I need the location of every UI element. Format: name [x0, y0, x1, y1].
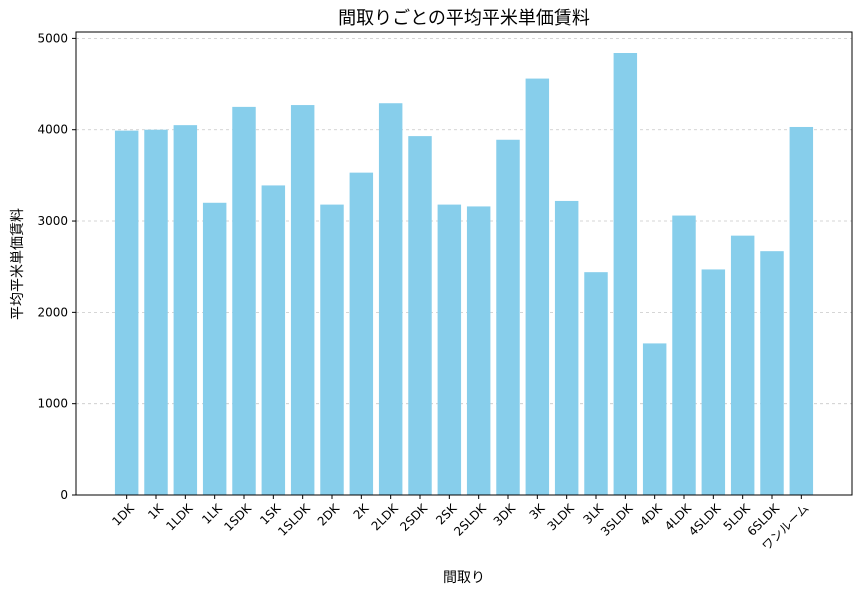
bar-1DK	[114, 130, 139, 496]
x-tick-label: 1SLDK	[275, 500, 313, 538]
y-tick-label: 0	[60, 488, 68, 502]
y-tick-label: 2000	[37, 305, 68, 319]
x-tick-label: 4SLDK	[686, 500, 724, 538]
x-tick-label: 1K	[145, 500, 167, 522]
y-tick-label: 5000	[37, 31, 68, 45]
x-tick-label: 2SDK	[397, 500, 431, 534]
bar-2LDK	[378, 103, 403, 495]
bar-3LDK	[554, 200, 579, 496]
y-tick-label: 4000	[37, 123, 68, 137]
bar-2SLDK	[466, 206, 491, 495]
bar-1LDK	[173, 125, 198, 496]
bar-2DK	[320, 204, 344, 495]
bar-4DK	[642, 343, 667, 495]
bar-2K	[349, 172, 374, 495]
bar-5LDK	[730, 235, 755, 495]
y-tick-label: 1000	[37, 397, 68, 411]
y-ticks: 0 1000 2000 3000 4000 5000	[37, 31, 76, 502]
bar-3K	[525, 78, 550, 495]
bar-3LK	[584, 272, 608, 495]
bar-ワンルーム	[789, 126, 814, 495]
x-tick-label: 3DK	[491, 500, 519, 528]
bar-3SLDK	[613, 53, 638, 496]
bar-2SDK	[408, 136, 432, 495]
x-tick-label: 2DK	[315, 500, 343, 528]
x-tick-label: 3K	[527, 500, 549, 522]
x-tick-label: 2LDK	[369, 500, 402, 533]
bar-2SK	[437, 204, 462, 495]
x-tick-label: 4DK	[637, 500, 665, 528]
y-axis-title: 平均平米単価賃料	[10, 208, 26, 320]
bar-1SDK	[232, 106, 256, 495]
x-tick-label: 1SDK	[221, 500, 255, 534]
bar-1K	[144, 129, 168, 496]
bar-1SLDK	[290, 105, 315, 496]
y-tick-label: 3000	[37, 214, 68, 228]
bar-1LK	[202, 202, 227, 495]
bar-4SLDK	[701, 269, 726, 495]
x-tick-label: 3LDK	[545, 500, 578, 533]
bar-6SLDK	[760, 251, 784, 495]
chart-title: 間取りごとの平均平米単価賃料	[338, 8, 590, 29]
x-tick-label: 2K	[351, 500, 373, 522]
bars	[114, 53, 814, 496]
bar-3DK	[496, 139, 520, 495]
x-tick-label: 1DK	[109, 500, 137, 528]
x-tick-label: 2SLDK	[451, 500, 489, 538]
bar-4LDK	[672, 215, 696, 495]
x-tick-label: 3SLDK	[598, 500, 636, 538]
plot-frame	[75, 31, 853, 496]
x-axis-title: 間取り	[443, 570, 485, 586]
x-tick-label: 1LDK	[163, 500, 196, 533]
bar-1SK	[261, 185, 286, 496]
